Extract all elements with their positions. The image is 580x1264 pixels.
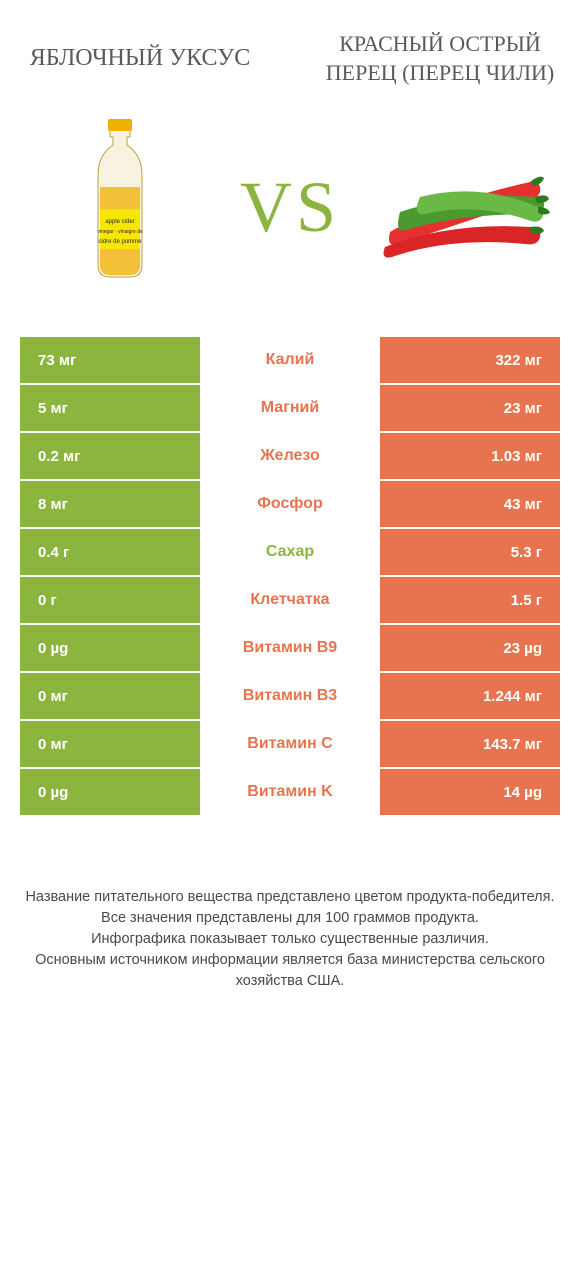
table-row: 8 мгФосфор43 мг — [20, 481, 560, 529]
left-value: 0 µg — [20, 625, 200, 671]
nutrient-label: Магний — [200, 385, 380, 431]
nutrient-label: Железо — [200, 433, 380, 479]
right-value: 1.5 г — [380, 577, 560, 623]
nutrient-label: Калий — [200, 337, 380, 383]
left-value: 0 µg — [20, 769, 200, 815]
footnotes: Название питательного вещества представл… — [20, 887, 560, 992]
right-value: 14 µg — [380, 769, 560, 815]
nutrient-label: Витамин K — [200, 769, 380, 815]
nutrient-label: Фосфор — [200, 481, 380, 527]
left-value: 5 мг — [20, 385, 200, 431]
right-value: 23 мг — [380, 385, 560, 431]
nutrient-label: Витамин C — [200, 721, 380, 767]
left-value: 0.4 г — [20, 529, 200, 575]
nutrient-label: Витамин B3 — [200, 673, 380, 719]
svg-text:cidre de pomme: cidre de pomme — [98, 239, 142, 245]
table-row: 0 гКлетчатка1.5 г — [20, 577, 560, 625]
table-row: 5 мгМагний23 мг — [20, 385, 560, 433]
right-value: 5.3 г — [380, 529, 560, 575]
footnote-line: Основным источником информации является … — [20, 950, 560, 992]
left-image-col: apple cider vinegar · vinaigre de cidre … — [10, 117, 230, 297]
footnote-line: Все значения представлены для 100 граммо… — [20, 908, 560, 929]
right-title-col: Красный острый перец (перец чили) — [290, 30, 570, 87]
right-value: 143.7 мг — [380, 721, 560, 767]
svg-text:vinegar · vinaigre de: vinegar · vinaigre de — [97, 229, 143, 235]
left-value: 0 мг — [20, 673, 200, 719]
table-row: 73 мгКалий322 мг — [20, 337, 560, 385]
left-title-col: Яблочный уксус — [10, 43, 290, 74]
svg-text:apple cider: apple cider — [105, 219, 134, 225]
vs-col: VS — [230, 166, 350, 249]
left-value: 73 мг — [20, 337, 200, 383]
nutrient-label: Витамин B9 — [200, 625, 380, 671]
left-value: 0.2 мг — [20, 433, 200, 479]
images-row: apple cider vinegar · vinaigre de cidre … — [0, 97, 580, 337]
footnote-line: Название питательного вещества представл… — [20, 887, 560, 908]
right-value: 322 мг — [380, 337, 560, 383]
nutrient-label: Клетчатка — [200, 577, 380, 623]
left-value: 8 мг — [20, 481, 200, 527]
chili-peppers-icon — [370, 152, 550, 262]
nutrient-label: Сахар — [200, 529, 380, 575]
table-row: 0 мгВитамин B31.244 мг — [20, 673, 560, 721]
table-row: 0 µgВитамин B923 µg — [20, 625, 560, 673]
header-row: Яблочный уксус Красный острый перец (пер… — [0, 0, 580, 97]
right-value: 23 µg — [380, 625, 560, 671]
right-title: Красный острый перец (перец чили) — [310, 30, 570, 87]
right-value: 1.03 мг — [380, 433, 560, 479]
left-value: 0 мг — [20, 721, 200, 767]
right-image-col — [350, 152, 570, 262]
table-row: 0 µgВитамин K14 µg — [20, 769, 560, 817]
table-row: 0 мгВитамин C143.7 мг — [20, 721, 560, 769]
vs-label: VS — [240, 167, 340, 247]
left-value: 0 г — [20, 577, 200, 623]
right-value: 1.244 мг — [380, 673, 560, 719]
table-row: 0.2 мгЖелезо1.03 мг — [20, 433, 560, 481]
right-value: 43 мг — [380, 481, 560, 527]
footnote-line: Инфографика показывает только существенн… — [20, 929, 560, 950]
left-title: Яблочный уксус — [10, 43, 270, 74]
vinegar-bottle-icon: apple cider vinegar · vinaigre de cidre … — [80, 117, 160, 297]
comparison-table: 73 мгКалий322 мг5 мгМагний23 мг0.2 мгЖел… — [20, 337, 560, 817]
table-row: 0.4 гСахар5.3 г — [20, 529, 560, 577]
